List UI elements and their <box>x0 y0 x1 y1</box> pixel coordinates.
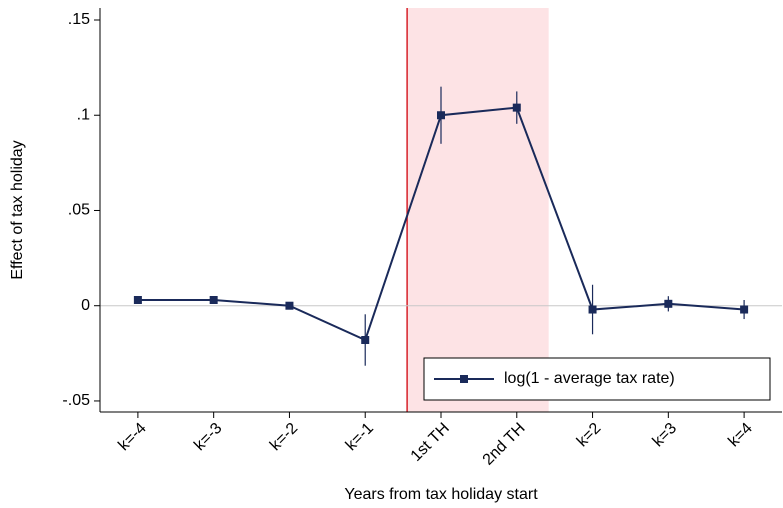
x-tick-label: k=3 <box>650 420 681 451</box>
treatment-shade <box>407 8 549 412</box>
x-axis-label: Years from tax holiday start <box>344 486 538 503</box>
y-tick-label: .05 <box>68 202 90 219</box>
legend: log(1 - average tax rate) <box>423 357 771 401</box>
y-tick-label: .1 <box>77 106 90 123</box>
data-point <box>512 103 521 112</box>
data-point <box>664 299 673 308</box>
data-point <box>588 305 597 314</box>
x-tick-label: 2nd TH <box>480 420 529 469</box>
x-tick-label: k=-2 <box>267 420 301 454</box>
y-tick-label: .15 <box>68 11 90 28</box>
y-tick-label: 0 <box>81 297 90 314</box>
y-tick-label: -.05 <box>62 392 90 409</box>
x-tick-label: 1st TH <box>408 420 453 465</box>
y-axis-label: Effect of tax holiday <box>9 140 26 279</box>
data-point <box>361 336 370 344</box>
data-point <box>209 296 218 304</box>
x-tick-label: k=-4 <box>115 420 149 454</box>
legend-label: log(1 - average tax rate) <box>504 370 675 387</box>
x-tick-label: k=-1 <box>343 420 377 454</box>
x-tick-label: k=2 <box>574 420 605 451</box>
data-point <box>740 305 749 314</box>
x-tick-label: k=-3 <box>191 420 225 454</box>
data-point <box>285 301 294 310</box>
data-point <box>437 111 445 120</box>
legend-marker <box>460 375 468 383</box>
x-tick-label: k=4 <box>725 420 756 451</box>
data-point <box>133 296 142 304</box>
